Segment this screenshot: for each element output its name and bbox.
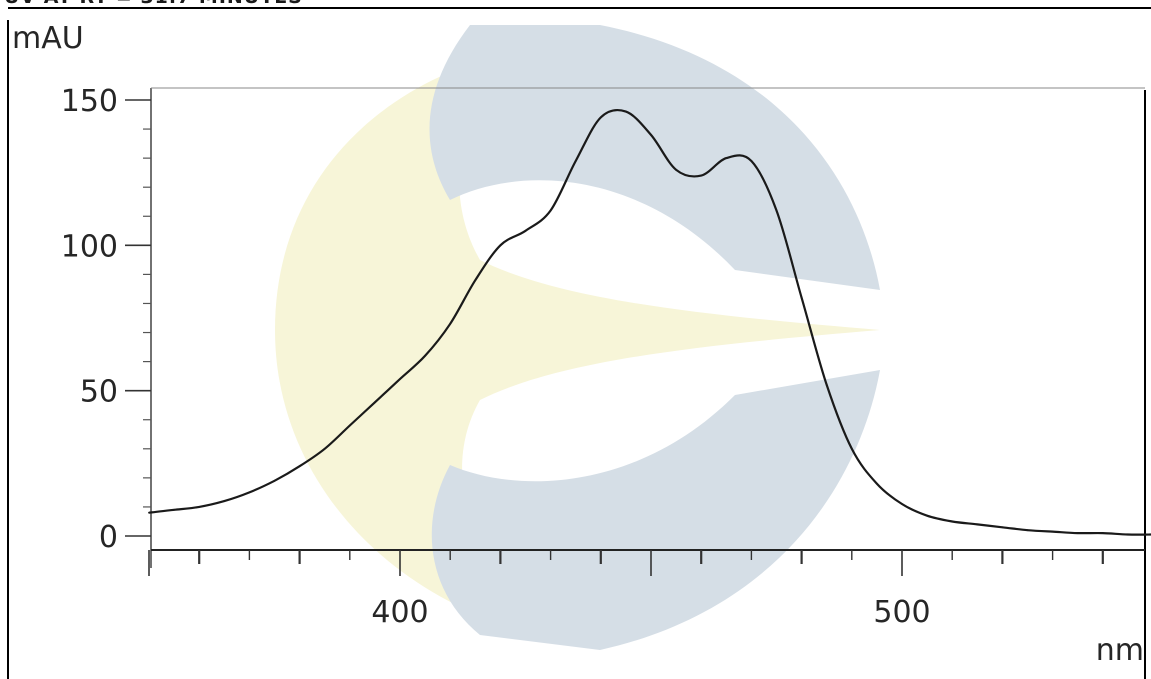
data-point xyxy=(198,506,201,508)
x-tick-label: 400 xyxy=(371,595,428,630)
plot-frame xyxy=(150,87,1145,568)
data-point xyxy=(876,482,878,485)
header-strip: UV AT RT = 31.7 MINUTES xyxy=(0,0,1151,8)
data-point xyxy=(650,134,652,136)
data-point xyxy=(1127,533,1129,536)
data-point xyxy=(775,209,778,212)
y-tick-label: 0 xyxy=(99,520,118,555)
data-point xyxy=(926,514,928,517)
data-point xyxy=(1101,532,1104,534)
data-point xyxy=(951,520,954,523)
y-axis-unit-label: mAU xyxy=(12,21,84,56)
data-point xyxy=(549,209,552,212)
x-tick-labels: 400 500 xyxy=(371,595,930,630)
data-point xyxy=(625,110,627,113)
data-point xyxy=(675,168,677,171)
x-axis-unit-label: nm xyxy=(1096,633,1144,668)
data-point xyxy=(148,511,150,514)
data-point xyxy=(850,447,853,450)
data-point xyxy=(1026,529,1029,532)
data-point xyxy=(399,378,401,380)
y-minor-ticks xyxy=(143,128,151,508)
y-major-ticks xyxy=(125,99,151,537)
data-point xyxy=(901,503,903,505)
data-point xyxy=(800,296,803,299)
data-point xyxy=(825,384,828,386)
watermark-yellow-crescent xyxy=(275,50,880,635)
series-line xyxy=(148,108,1151,536)
watermark-blue-upper-arc xyxy=(429,25,880,290)
data-point xyxy=(750,160,753,162)
data-point xyxy=(424,354,426,357)
data-point xyxy=(1076,532,1079,534)
data-point xyxy=(474,279,477,282)
data-point xyxy=(323,447,326,450)
x-tick-label: 500 xyxy=(873,595,930,630)
data-point xyxy=(298,465,301,468)
data-point xyxy=(524,229,527,232)
x-major-ticks xyxy=(148,550,903,576)
watermark-blue-lower-arc xyxy=(431,370,880,650)
data-point xyxy=(574,160,577,162)
data-point xyxy=(725,157,728,160)
data-point xyxy=(1001,526,1004,529)
chart-header-text: UV AT RT = 31.7 MINUTES xyxy=(4,0,303,8)
data-point xyxy=(273,479,276,482)
y-tick-label: 150 xyxy=(61,84,118,119)
y-tick-label: 50 xyxy=(80,375,118,410)
data-point xyxy=(700,174,703,177)
y-tick-label: 100 xyxy=(61,229,118,264)
data-point xyxy=(1051,530,1054,533)
watermark-logo xyxy=(275,25,880,650)
x-minor-ticks xyxy=(198,550,1104,564)
data-point xyxy=(248,491,251,494)
data-point xyxy=(348,424,351,427)
data-point xyxy=(374,401,376,404)
y-tick-labels: 0 50 100 150 xyxy=(61,84,118,555)
data-point xyxy=(599,116,602,119)
data-point xyxy=(976,523,979,526)
data-point xyxy=(223,500,226,502)
data-point xyxy=(173,508,176,511)
data-point xyxy=(499,244,502,247)
data-point xyxy=(449,322,452,325)
series-group xyxy=(148,108,1151,536)
